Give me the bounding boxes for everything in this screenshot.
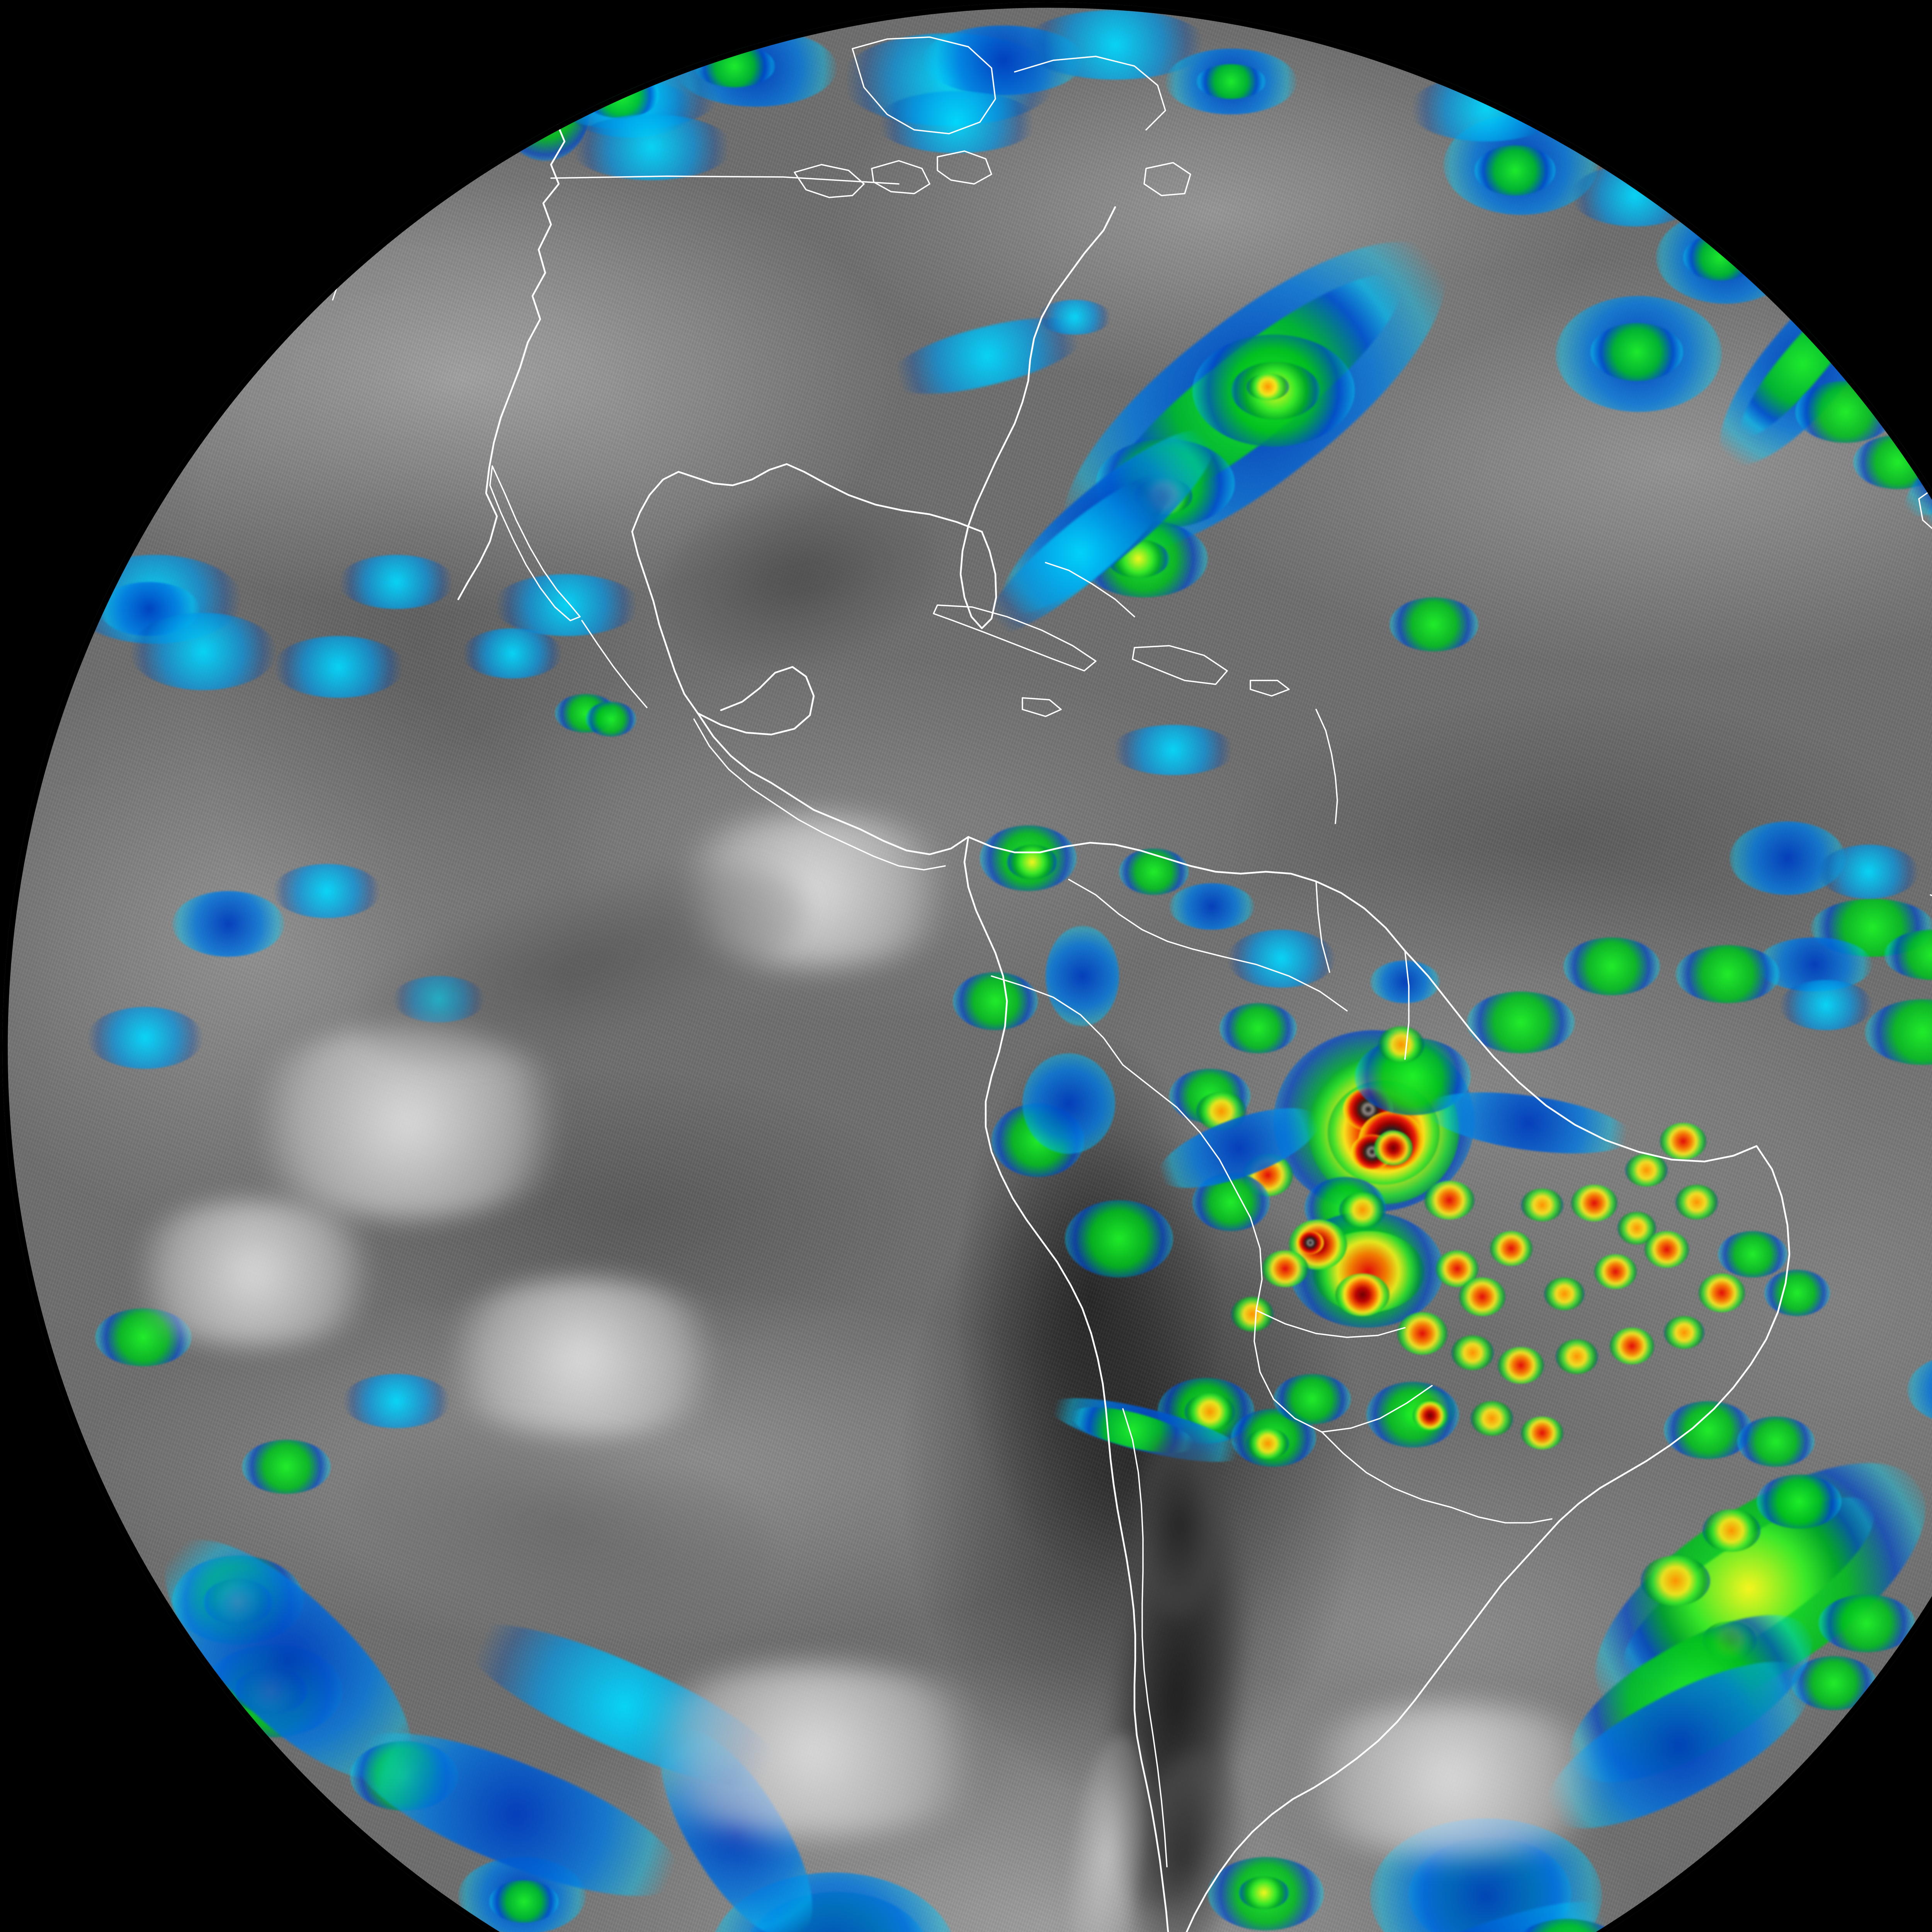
cloud-feature-amazon-cell-r bbox=[1610, 1328, 1654, 1364]
cloud-feature-north-atlantic-a-core bbox=[1475, 145, 1556, 196]
cloud-feature-panama-core bbox=[1007, 845, 1057, 879]
cloud-feature-chesapeake-cirrus bbox=[1038, 300, 1111, 335]
cloud-feature-amazon-cell-f bbox=[1490, 1231, 1532, 1266]
cloud-feature-bc-coast bbox=[570, 114, 733, 180]
cloud-feature-mcc-south-lobe bbox=[1374, 1131, 1413, 1165]
cloud-feature-epac-d bbox=[273, 636, 404, 698]
cloud-feature-mexico-cirrus bbox=[493, 574, 640, 636]
cloud-feature-amazon-core-ae bbox=[1413, 1401, 1447, 1430]
cloud-feature-epac-h bbox=[87, 1007, 203, 1069]
cloud-feature-colombia-d bbox=[1046, 926, 1119, 1026]
cloud-feature-orinoco bbox=[1169, 883, 1254, 930]
cloud-feature-bolivia-b-core bbox=[1247, 1428, 1289, 1459]
cloud-feature-greenland-edge bbox=[1409, 76, 1563, 141]
cloud-feature-caribbean-a bbox=[1111, 725, 1235, 775]
cloud-feature-azores-a bbox=[1795, 381, 1896, 443]
cloud-feature-amazon-cell-u bbox=[1625, 1154, 1668, 1187]
cloud-feature-amazon-cell-c bbox=[1424, 1181, 1475, 1219]
cloud-feature-amazon-cell-k bbox=[1675, 1185, 1718, 1219]
cloud-feature-mcc2-overshoot bbox=[1297, 1231, 1324, 1254]
cloud-feature-bering-wisps bbox=[76, 2, 277, 49]
cloud-feature-stratocumulus-b bbox=[427, 1277, 736, 1440]
cloud-feature-amazon-cell-v bbox=[1660, 1123, 1706, 1160]
cloud-feature-tehuantepec bbox=[586, 702, 636, 736]
cloud-feature-mcc2-core-b bbox=[1335, 1274, 1389, 1316]
cloud-feature-north-atlantic-c-core bbox=[1683, 234, 1757, 281]
cloud-feature-amazon-cell-ag bbox=[1521, 1417, 1563, 1449]
cloud-feature-sacz-cell-d bbox=[1757, 1475, 1842, 1529]
cloud-feature-antilles-a bbox=[1467, 992, 1575, 1053]
cloud-feature-amazon-cell-m bbox=[1544, 1277, 1585, 1310]
cloud-feature-amazon-cell-n bbox=[1397, 1312, 1447, 1355]
cloud-feature-amazon-cell-l bbox=[1594, 1254, 1637, 1289]
cloud-feature-amazon-cell-w bbox=[1378, 1026, 1424, 1063]
cloud-feature-antilles-d bbox=[1780, 980, 1872, 1030]
cloud-feature-amazon-cell-x bbox=[1219, 1003, 1297, 1053]
cloud-feature-venezuela bbox=[1227, 930, 1335, 988]
cloud-feature-colombia-e bbox=[1065, 1200, 1173, 1277]
cloud-feature-colombia-a bbox=[953, 972, 1038, 1030]
cloud-feature-bolivia-c bbox=[1274, 1374, 1351, 1424]
cloud-feature-stratocumulus-e bbox=[621, 1664, 1007, 1838]
cloud-feature-epac-j bbox=[273, 864, 381, 918]
cloud-feature-epac-b bbox=[130, 613, 277, 690]
cloud-feature-amazon-cell-o bbox=[1451, 1335, 1494, 1370]
cloud-feature-antilles-c bbox=[1675, 945, 1780, 1003]
cloud-feature-amazon-cell-aa bbox=[1262, 1250, 1308, 1287]
cloud-feature-se-brazil-cell-b bbox=[1737, 1417, 1815, 1467]
cloud-feature-antarctic-cell-c bbox=[489, 1880, 559, 1923]
cloud-feature-antilles-b bbox=[1563, 937, 1660, 995]
cloud-feature-amazon-cell-s bbox=[1664, 1316, 1704, 1349]
cloud-feature-epac-m bbox=[342, 1374, 451, 1428]
cloud-feature-amazon-cell-aj bbox=[1764, 1270, 1830, 1316]
cloud-feature-amazon-cell-e bbox=[1459, 1277, 1505, 1316]
cloud-feature-sacz-cell-e bbox=[1818, 1594, 1915, 1652]
cloud-feature-costa-rica bbox=[1119, 849, 1189, 895]
cloud-feature-amazon-cell-af bbox=[1471, 1401, 1513, 1436]
cloud-feature-stratocumulus-f bbox=[1277, 1702, 1625, 1857]
cloud-feature-kodiak-core bbox=[188, 83, 253, 126]
cloud-feature-amazon-cell-h bbox=[1571, 1185, 1617, 1221]
cloud-feature-tropical-atl-b bbox=[1818, 845, 1919, 899]
cloud-feature-amazon-cell-ai bbox=[1718, 1231, 1787, 1277]
cloud-feature-epac-c bbox=[172, 891, 284, 957]
cloud-feature-amazon-cell-q bbox=[1556, 1339, 1598, 1374]
cloud-feature-sacz-cell-b bbox=[1702, 1509, 1760, 1552]
cloud-feature-prairies-core bbox=[582, 72, 659, 118]
cloud-feature-carolinas-warm-core bbox=[1247, 373, 1289, 400]
cloud-feature-labrador-core bbox=[1196, 64, 1266, 99]
cloud-feature-north-atlantic-b-core bbox=[1590, 323, 1683, 381]
cloud-feature-epac-e bbox=[338, 555, 454, 609]
cloud-feature-iceland-edge bbox=[1571, 165, 1699, 226]
cloud-feature-colombia-c bbox=[1022, 1053, 1115, 1154]
cloud-feature-amazon-cell-j bbox=[1645, 1231, 1689, 1268]
cloud-feature-tropical-atl-d bbox=[1370, 961, 1440, 1003]
cloud-feature-southern-cell-c-core bbox=[1239, 1876, 1289, 1909]
cloud-feature-amazon-cell-p bbox=[1498, 1347, 1544, 1384]
cloud-feature-epac-f bbox=[462, 628, 563, 679]
cloud-feature-amazon-cell-g bbox=[1521, 1189, 1563, 1221]
cloud-feature-amazon-cell-ab bbox=[1231, 1297, 1274, 1332]
cloud-feature-stratocumulus-c bbox=[118, 1200, 389, 1347]
cloud-feature-epac-l bbox=[242, 1440, 331, 1494]
cloud-feature-hispaniola-cell bbox=[1389, 597, 1478, 651]
cloud-feature-amazon-cell-t bbox=[1699, 1274, 1745, 1312]
cloud-feature-amazon-cell-b bbox=[1339, 1192, 1386, 1227]
cloud-feature-sacz-cell-a bbox=[1641, 1556, 1710, 1606]
cloud-feature-quebec bbox=[876, 91, 1038, 153]
